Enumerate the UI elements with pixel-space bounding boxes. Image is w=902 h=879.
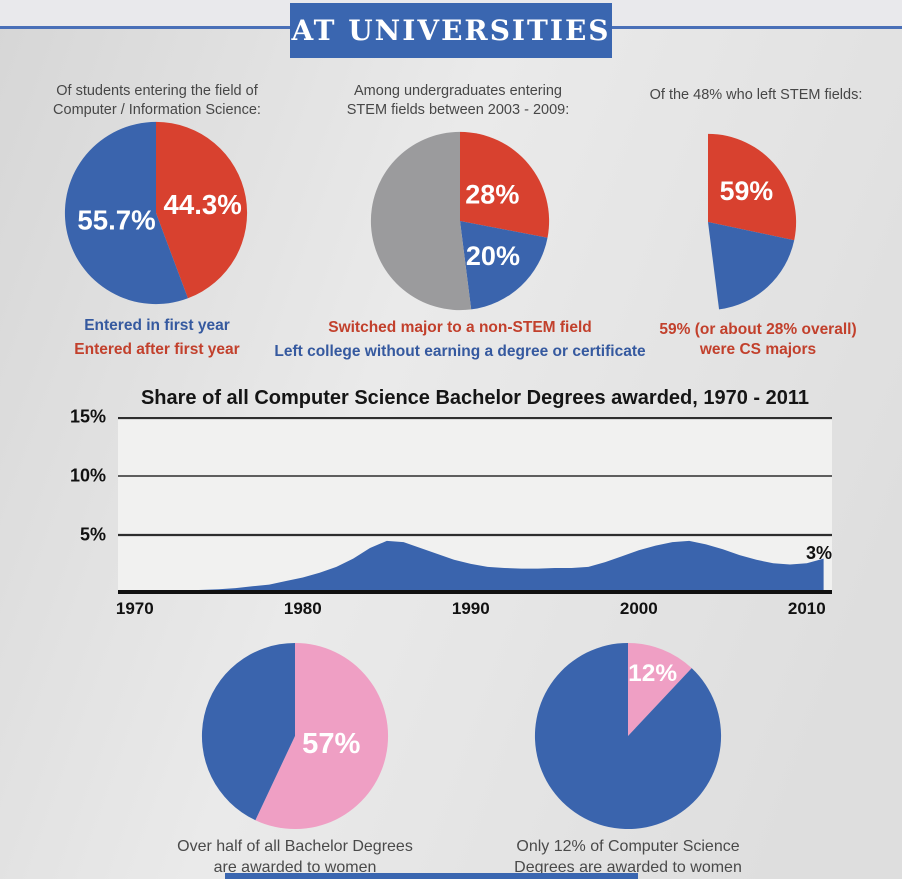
area-chart-cs-degree-share [118, 417, 832, 594]
pie-slice [460, 131, 550, 238]
y-axis-labels: 15% 10% 5% [56, 407, 106, 594]
pie-slice [255, 642, 389, 830]
area-chart-panel [118, 417, 832, 594]
section-title-stem-outcomes: Among undergraduates entering STEM field… [346, 83, 570, 119]
y-tick-15: 15% [69, 406, 106, 427]
legend-left-college: Left college without earning a degree or… [274, 343, 646, 360]
pie-slice-value-label: 20% [466, 241, 520, 271]
pie-chart-left-stem-cs-majors: 59% [708, 133, 797, 310]
next-section-banner-edge [225, 873, 638, 879]
section-title-left-stem: Of the 48% who left STEM fields: [649, 87, 863, 103]
area-series-fill [134, 540, 824, 594]
x-tick-label-1980: 1980 [283, 599, 322, 618]
pie-slice-value-label: 59% [720, 176, 774, 206]
pie-slice [708, 222, 795, 310]
x-tick-label-2010: 2010 [787, 599, 826, 618]
pie-chart-women-bachelor-degrees: 57% [201, 642, 389, 830]
y-tick-5: 5% [79, 524, 106, 545]
x-tick-label-2000: 2000 [619, 599, 658, 618]
pie-slice [460, 221, 548, 310]
area-end-value-label: 3% [805, 543, 832, 563]
pie-chart-stem-outcomes: 28% 20% [370, 131, 550, 311]
x-axis-labels: 1970 1980 1990 2000 2010 [115, 599, 832, 621]
pie-slice-value-label: 28% [465, 179, 519, 209]
pie-slice-value-label: 55.7% [77, 205, 155, 236]
y-tick-10: 10% [69, 465, 106, 486]
pie-chart-women-cs-degrees: 12% [534, 642, 722, 830]
pie-slice [156, 121, 248, 299]
page-title: AT UNIVERSITIES [291, 14, 611, 47]
caption-cs-degrees-women: Only 12% of Computer Science Degrees are… [514, 838, 742, 876]
page-title-banner: AT UNIVERSITIES [290, 3, 612, 58]
pie-slice [708, 133, 797, 241]
pie-slice [201, 642, 295, 821]
caption-bachelor-degrees-women: Over half of all Bachelor Degrees are aw… [177, 838, 413, 876]
pie-slice [64, 121, 188, 305]
caption-cs-majors-overall: 59% (or about 28% overall) were CS major… [659, 321, 857, 359]
pie-chart-entering-cs: 44.3% 55.7% [64, 121, 248, 305]
pie-slice [628, 642, 692, 736]
pie-slice-value-label: 57% [302, 728, 360, 760]
legend-switched-major: Switched major to a non-STEM field [328, 319, 592, 336]
legend-entered-after-first-year: Entered after first year [74, 341, 240, 358]
pie-slice-value-label: 12% [628, 660, 677, 687]
area-chart-title: Share of all Computer Science Bachelor D… [140, 387, 810, 409]
pie-slice-value-label: 44.3% [164, 189, 242, 220]
pie-slice [370, 131, 472, 311]
section-title-entering-cs: Of students entering the field of Comput… [53, 83, 261, 119]
x-tick-label-1990: 1990 [451, 599, 490, 618]
legend-entered-in-first-year: Entered in first year [84, 317, 230, 334]
x-tick-label-1970: 1970 [115, 599, 154, 618]
pie-slice [534, 642, 722, 830]
